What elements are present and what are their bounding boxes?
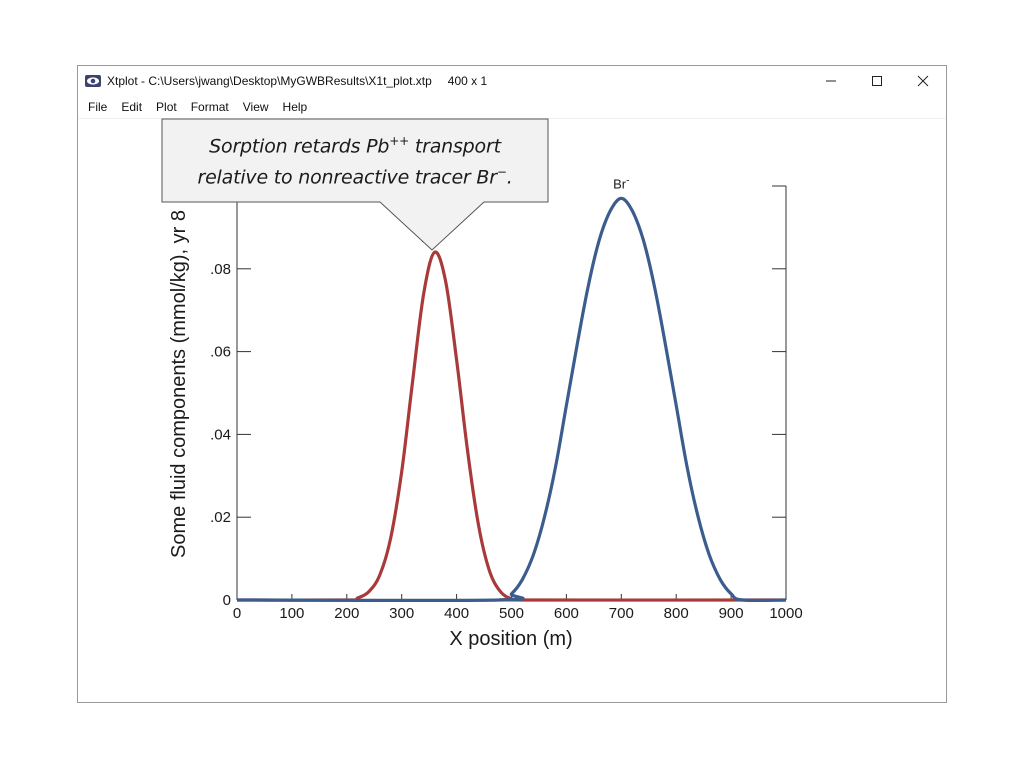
br-series-line	[236, 196, 787, 603]
minimize-icon	[826, 80, 836, 82]
maximize-icon	[872, 76, 882, 86]
title-bar[interactable]: Xtplot - C:\Users\jwang\Desktop\MyGWBRes…	[78, 66, 946, 96]
minimize-button[interactable]	[808, 66, 854, 96]
menu-view[interactable]: View	[242, 100, 269, 114]
eye-icon	[85, 75, 101, 87]
y-tick-label: .06	[210, 344, 231, 361]
series-label-base: Br	[613, 176, 627, 191]
callout-br-charge: −	[496, 165, 507, 179]
y-tick-label: .02	[210, 509, 231, 526]
series-lines	[236, 196, 787, 603]
tick-labels: 0 100 200 300 400 500 600 700 800 900 1000 0 .02 .04.…	[210, 178, 803, 622]
callout-line-2: relative to nonreactive tracer Br−.	[163, 165, 547, 188]
menu-bar: File Edit Plot Format View Help	[78, 96, 946, 119]
callout-bubble	[161, 118, 549, 251]
callout-pb-charge: ++	[389, 134, 409, 148]
x-tick-label: 100	[279, 605, 304, 622]
x-tick-label: 200	[334, 605, 359, 622]
y-axis-label: Some fluid components (mmol/kg), yr 8	[168, 210, 190, 558]
x-tick-label: 0	[233, 605, 241, 622]
close-icon	[917, 75, 929, 87]
callout-line-1-end: transport	[409, 135, 501, 158]
x-tick-label: 1000	[769, 605, 802, 622]
br-series-label: Br-	[613, 175, 629, 191]
callout-line-2-end: .	[506, 166, 513, 189]
callout-line-1: Sorption retards Pb++ transport	[163, 134, 547, 157]
x-tick-label: 400	[444, 605, 469, 622]
x-tick-label: 800	[664, 605, 689, 622]
menu-plot[interactable]: Plot	[156, 100, 177, 114]
menu-help[interactable]: Help	[282, 100, 308, 114]
x-tick-label: 900	[719, 605, 744, 622]
x-tick-label: 300	[389, 605, 414, 622]
callout-line-2-text: relative to nonreactive tracer Br	[197, 166, 497, 189]
x-tick-label: 600	[554, 605, 579, 622]
window-dimensions: 400 x 1	[447, 74, 488, 88]
callout-line-1-text: Sorption retards Pb	[209, 135, 390, 158]
menu-file[interactable]: File	[88, 100, 108, 114]
x-tick-label: 700	[609, 605, 634, 622]
x-tick-label: 500	[499, 605, 524, 622]
y-tick-label: 0	[223, 592, 231, 609]
pb-series-line	[236, 250, 787, 602]
menu-format[interactable]: Format	[190, 100, 229, 114]
close-button[interactable]	[900, 66, 946, 96]
window-title: Xtplot - C:\Users\jwang\Desktop\MyGWBRes…	[107, 74, 432, 88]
maximize-button[interactable]	[854, 66, 900, 96]
menu-edit[interactable]: Edit	[121, 100, 143, 114]
y-tick-label: .08	[210, 261, 231, 278]
x-axis-label: X position (m)	[449, 628, 572, 650]
y-tick-label: .04	[210, 426, 231, 443]
series-label-charge: -	[626, 175, 629, 186]
